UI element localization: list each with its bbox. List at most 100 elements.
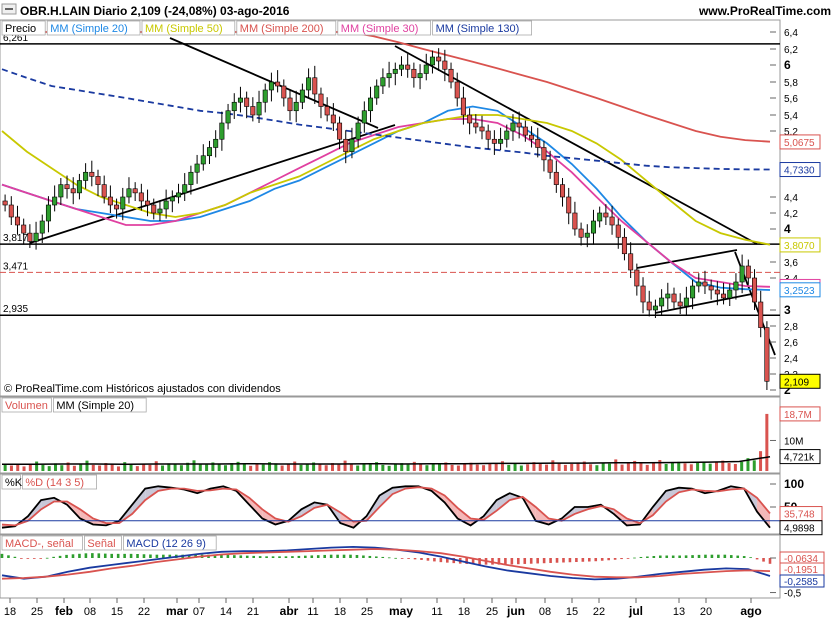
ma-line xyxy=(1,118,771,288)
candle-body xyxy=(405,64,411,70)
candle-body xyxy=(182,184,188,194)
candle-body xyxy=(547,159,553,173)
stochastic-lines xyxy=(1,485,771,529)
volume-panel: 10M 18,7M 4,721k Volumen MM (Simple 20) xyxy=(0,396,821,474)
macd-hist-bar xyxy=(155,554,159,558)
volume-bar xyxy=(419,463,423,471)
y-tick-label: 5,8 xyxy=(784,78,798,89)
y-tick-label: 3 xyxy=(784,303,791,317)
candle-body xyxy=(275,81,281,87)
volume-bar xyxy=(3,464,7,471)
legend-box xyxy=(84,535,122,551)
macd-hist-bar xyxy=(639,556,643,558)
volume-bar xyxy=(148,464,152,471)
macd-hist-bar xyxy=(226,554,230,558)
legend-box xyxy=(46,20,141,36)
volume-bar xyxy=(280,465,284,471)
brand-url[interactable]: www.ProRealTime.com xyxy=(698,4,831,18)
x-tick-label: 25 xyxy=(361,606,373,618)
candle-body xyxy=(52,196,58,206)
candle-body xyxy=(522,126,528,136)
macd-hist-bar xyxy=(626,558,630,559)
candle-body xyxy=(114,204,120,210)
y-tick-label: 4,2 xyxy=(784,209,798,220)
y-tick-label: 6 xyxy=(784,58,791,72)
volume-bar xyxy=(154,461,158,471)
volume-axis: 10M xyxy=(770,436,803,447)
value-tag-label: -0,2585 xyxy=(784,577,818,588)
trendline xyxy=(654,292,758,314)
macd-hist-bar xyxy=(433,558,436,562)
volume-bar xyxy=(570,463,574,471)
volume-bar xyxy=(79,463,83,471)
macd-lines xyxy=(1,545,771,581)
volume-bar xyxy=(727,463,731,471)
value-tag-label: 5,0675 xyxy=(784,138,815,149)
volume-bar xyxy=(192,460,196,471)
candle-body xyxy=(628,253,634,271)
macd-hist-bar xyxy=(691,555,694,558)
candle-body xyxy=(609,216,615,226)
volume-bar xyxy=(368,464,372,471)
y-tick-label: 6,2 xyxy=(784,45,798,56)
volume-bar xyxy=(620,464,624,471)
price-levels: 6,261 3,817 3,471 2,935 xyxy=(0,33,780,316)
x-tick-label: may xyxy=(389,604,413,618)
level-label: 3,817 xyxy=(3,233,28,244)
macd-hist-bar xyxy=(413,558,417,560)
macd-hist-bar xyxy=(710,554,714,558)
stoch-fill-segment xyxy=(496,493,510,511)
macd-hist-bar xyxy=(316,555,320,558)
legend-box xyxy=(236,20,337,36)
candle-body xyxy=(163,200,169,210)
candle-body xyxy=(454,81,460,99)
volume-bar xyxy=(230,463,234,471)
volume-bar xyxy=(362,463,366,471)
candle-body xyxy=(590,220,596,234)
volume-bar xyxy=(255,463,259,471)
candle-body xyxy=(188,171,194,185)
candle-body xyxy=(281,85,287,99)
candle-body xyxy=(566,196,572,214)
macd-hist-bar xyxy=(665,555,669,558)
trendline xyxy=(169,37,379,129)
macd-hist-bar xyxy=(600,558,604,561)
header-bar: OBR.H.LAIN Diario 2,109 (-24,08%) 03-ago… xyxy=(0,0,835,20)
volume-bar xyxy=(759,451,763,471)
macd-hist-bar xyxy=(258,556,262,558)
volume-bar xyxy=(16,463,20,471)
stoch-fill-segment xyxy=(145,486,159,501)
macd-hist-bar xyxy=(84,553,88,558)
legend-label: MM (Simple 130) xyxy=(436,23,520,35)
volume-bar xyxy=(173,464,177,471)
volume-bar xyxy=(35,461,39,471)
y-tick-label: 5,4 xyxy=(784,111,798,122)
volume-bar xyxy=(563,464,567,471)
candle-body xyxy=(27,232,33,242)
candle-body xyxy=(287,97,293,112)
candle-body xyxy=(101,184,107,198)
candle-body xyxy=(361,110,367,124)
candle-body xyxy=(460,97,466,116)
stoch-fill-segment xyxy=(249,497,263,519)
candle-body xyxy=(107,196,113,206)
y-tick-label: 100 xyxy=(784,477,804,491)
stoch-fill-segment xyxy=(756,497,770,528)
candle-body xyxy=(392,68,398,74)
candle-body xyxy=(683,297,689,307)
volume-bar xyxy=(406,464,410,471)
candle-body xyxy=(349,138,355,152)
volume-bar xyxy=(670,462,674,471)
legend-label: Volumen xyxy=(5,400,48,412)
volume-bar xyxy=(286,463,290,471)
macd-hist-bar xyxy=(252,555,255,558)
candle-body xyxy=(764,327,770,382)
trendline xyxy=(636,249,738,269)
volume-bar xyxy=(639,463,643,471)
candle-body xyxy=(145,200,151,206)
macd-hist-bar xyxy=(491,558,494,565)
macd-hist-bar xyxy=(523,558,527,564)
volume-bar xyxy=(356,465,360,471)
macd-hist-bar xyxy=(504,558,507,565)
macd-hist-bar xyxy=(613,558,617,560)
